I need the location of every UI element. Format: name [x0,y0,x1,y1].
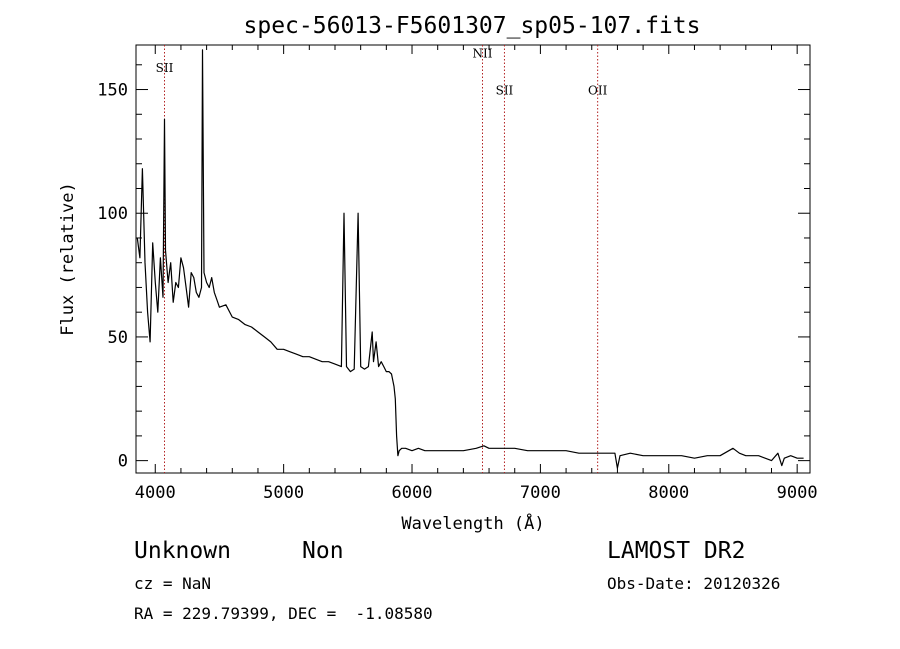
spectral-line-label: SII [496,83,514,97]
spectral-line-label: OII [588,83,608,97]
spectral-line-label: SII [156,61,174,75]
y-tick-label: 150 [97,81,128,101]
plot-frame [135,44,811,474]
x-tick-label: 5000 [263,483,304,503]
x-axis-label: Wavelength (Å) [401,512,544,534]
x-tick-label: 4000 [135,483,176,503]
y-tick-label: 50 [108,328,128,348]
x-tick-label: 7000 [520,483,561,503]
y-axis-label: Flux (relative) [58,182,78,336]
x-tick-label: 9000 [777,483,818,503]
chart-title: spec-56013-F5601307_sp05-107.fits [244,13,701,39]
spectral-line-label: NII [473,46,493,60]
spectrum-trace [136,49,804,469]
redshift-cz: cz = NaN [134,574,212,593]
y-tick-label: 100 [97,204,128,224]
object-subclass: Non [302,538,344,564]
survey-name: LAMOST DR2 [607,538,746,564]
ra-dec-coordinates: RA = 229.79399, DEC = -1.08580 [134,604,433,623]
x-tick-label: 6000 [392,483,433,503]
x-tick-label: 8000 [648,483,689,503]
observation-date: Obs-Date: 20120326 [607,574,781,593]
object-class: Unknown [134,538,231,564]
y-tick-label: 0 [118,452,128,472]
